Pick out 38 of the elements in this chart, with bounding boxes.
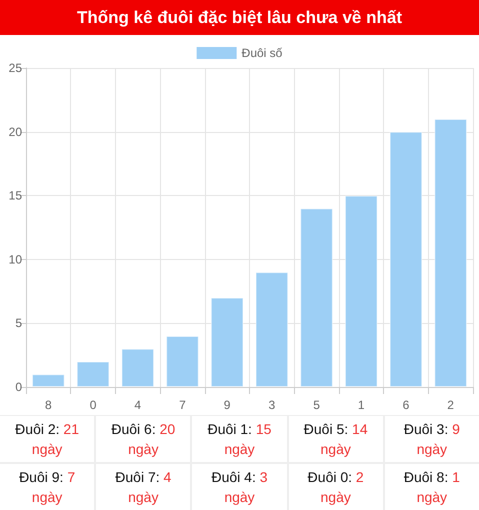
text: Đuôi 4: 3 ngày xyxy=(211,469,268,505)
y-tick-label: 10 xyxy=(8,252,22,266)
x-tick-label: 6 xyxy=(402,398,410,412)
x-tick-label: 5 xyxy=(313,398,320,412)
text: Đuôi 3: 9 ngày xyxy=(404,421,460,457)
bar xyxy=(121,348,154,387)
x-tick-label: 2 xyxy=(447,398,454,412)
x-tick-label: 1 xyxy=(358,398,365,412)
text: Đuôi 2: 21 ngày xyxy=(15,421,79,457)
chart-title: Thống kê đuôi đặc biệt lâu chưa về nhất xyxy=(0,0,479,35)
y-tick-label: 15 xyxy=(8,188,22,203)
bar xyxy=(256,272,288,387)
bar xyxy=(166,336,199,387)
text: Đuôi 7: 4 ngày xyxy=(115,469,172,505)
x-tick-label: 7 xyxy=(179,398,186,412)
bar xyxy=(300,208,333,387)
bar xyxy=(210,298,244,387)
legend-label: Đuôi số xyxy=(242,46,283,60)
bar xyxy=(344,196,378,387)
text: Đuôi 6: 20 ngày xyxy=(111,421,176,457)
bar xyxy=(32,374,65,387)
x-tick-label: 4 xyxy=(134,398,142,412)
y-tick-label: 25 xyxy=(8,61,22,75)
x-tick-label: 0 xyxy=(90,398,97,412)
x-tick-label: 8 xyxy=(45,398,52,412)
text: Đuôi 1: 15 ngày xyxy=(208,421,272,457)
y-tick-label: 5 xyxy=(15,316,22,330)
y-tick-label: 20 xyxy=(8,124,22,139)
text: Đuôi 0: 2 ngày xyxy=(308,469,364,505)
y-tick-label: 0 xyxy=(15,380,22,394)
text: Đuôi 5: 14 ngày xyxy=(304,421,368,457)
bar xyxy=(390,132,422,387)
x-tick-label: 3 xyxy=(268,398,276,412)
bar xyxy=(76,361,110,387)
text: Đuôi 8: 1 ngày xyxy=(404,469,460,505)
bar xyxy=(434,119,467,387)
text: Đuôi 9: 7 ngày xyxy=(19,469,76,505)
x-tick-label: 9 xyxy=(224,398,231,412)
